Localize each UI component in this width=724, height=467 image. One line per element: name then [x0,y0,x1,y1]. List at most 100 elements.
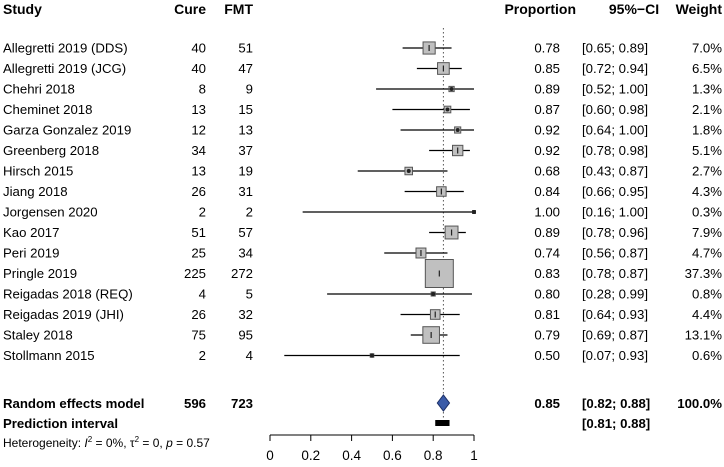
study-weight: 5.1% [692,143,722,158]
study-proportion: 0.87 [534,102,560,117]
heterogeneity-note: Heterogeneity: I2 = 0%, τ2 = 0, p = 0.57 [3,435,210,450]
study-ci: [0.60; 0.98] [582,102,648,117]
study-fmt: 31 [238,184,253,199]
study-name: Jiang 2018 [3,184,68,199]
study-row: Chehri 2018 8 9 0.89 [0.52; 1.00] 1.3% [3,82,722,97]
study-ci: [0.69; 0.87] [582,328,648,343]
point-estimate [445,107,450,112]
study-ci: [0.28; 0.99] [582,287,648,302]
x-tick-label: 1 [470,448,478,463]
header-fmt: FMT [224,1,253,17]
study-ci: [0.43; 0.87] [582,164,648,179]
study-ci: [0.65; 0.89] [582,41,648,56]
study-fmt: 5 [246,287,253,302]
study-name: Allegretti 2019 (DDS) [3,41,128,56]
study-weight: 4.7% [692,246,722,261]
x-tick-label: 0.2 [301,448,320,463]
study-cure: 2 [199,348,206,363]
study-name: Reigadas 2019 (JHI) [3,307,124,322]
study-fmt: 37 [238,143,253,158]
summary-diamond [436,394,451,412]
study-row: Allegretti 2019 (JCG) 40 47 0.85 [0.72; 0.94… [3,61,722,76]
study-fmt: 9 [246,82,253,97]
study-ci: [0.78; 0.96] [582,225,648,240]
study-fmt: 2 [246,205,253,220]
study-weight: 7.0% [692,41,722,56]
study-weight: 2.1% [692,102,722,117]
study-ci: [0.78; 0.98] [582,143,648,158]
study-proportion: 0.92 [534,123,560,138]
study-weight: 4.4% [692,307,722,322]
study-fmt: 34 [238,246,253,261]
summary-cure: 596 [184,396,206,411]
study-fmt: 272 [231,266,253,281]
summary-proportion: 0.85 [534,396,560,411]
study-proportion: 0.89 [534,82,560,97]
point-estimate [472,210,476,214]
prediction-bar [435,420,450,426]
study-weight: 37.3% [685,266,723,281]
summary-fmt: 723 [231,396,253,411]
study-weight: 0.8% [692,287,722,302]
study-row: Jorgensen 2020 2 2 1.00 [0.16; 1.00] 0.3% [3,205,722,220]
study-cure: 2 [199,205,206,220]
study-name: Pringle 2019 [3,266,77,281]
x-axis: 0 0.2 0.4 0.6 0.8 1 [266,434,478,463]
study-ci: [0.56; 0.87] [582,246,648,261]
study-weight: 1.3% [692,82,722,97]
study-proportion: 0.78 [534,41,560,56]
study-fmt: 13 [238,123,253,138]
point-estimate [406,169,411,173]
x-tick-label: 0.8 [424,448,443,463]
plot-area [284,28,476,428]
study-row: Hirsch 2015 13 19 0.68 [0.43; 0.87] 2.7% [3,164,722,179]
study-row: Stollmann 2015 2 4 0.50 [0.07; 0.93] 0.6% [3,348,722,363]
study-name: Stollmann 2015 [3,348,95,363]
study-proportion: 0.84 [534,184,560,199]
header-study: Study [3,1,42,17]
study-cure: 8 [199,82,206,97]
column-headers: Study Cure FMT Proportion 95%−CI Weight [3,1,722,17]
prediction-ci: [0.81; 0.88] [582,416,650,431]
study-name: Staley 2018 [3,328,73,343]
study-weight: 7.9% [692,225,722,240]
study-proportion: 0.80 [534,287,560,302]
summary-weight: 100.0% [677,396,722,411]
study-name: Hirsch 2015 [3,164,73,179]
study-cure: 75 [191,328,206,343]
study-row: Staley 2018 75 95 0.79 [0.69; 0.87] 13.1% [3,328,722,343]
study-cure: 4 [199,287,206,302]
study-weight: 2.7% [692,164,722,179]
study-proportion: 0.89 [534,225,560,240]
study-proportion: 0.85 [534,61,560,76]
study-fmt: 19 [238,164,253,179]
study-ci: [0.72; 0.94] [582,61,648,76]
point-estimate [455,128,460,132]
study-fmt: 32 [238,307,253,322]
study-rows: Allegretti 2019 (DDS) 40 51 0.78 [0.65; 0.89… [3,41,722,364]
point-estimate [449,87,454,91]
study-row: Jiang 2018 26 31 0.84 [0.66; 0.95] 4.3% [3,184,722,199]
study-fmt: 51 [238,41,253,56]
summary-row: Random effects model 596 723 0.85 [0.82;… [3,396,722,411]
point-estimate [370,353,374,358]
study-name: Kao 2017 [3,225,59,240]
study-row: Peri 2019 25 34 0.74 [0.56; 0.87] 4.7% [3,246,722,261]
study-fmt: 57 [238,225,253,240]
study-proportion: 0.68 [534,164,560,179]
study-cure: 13 [191,102,206,117]
study-proportion: 0.74 [534,246,560,261]
study-ci: [0.64; 1.00] [582,123,648,138]
study-fmt: 95 [238,328,253,343]
study-proportion: 0.83 [534,266,560,281]
study-name: Reigadas 2018 (REQ) [3,287,133,302]
study-weight: 4.3% [692,184,722,199]
study-proportion: 1.00 [534,205,560,220]
study-weight: 6.5% [692,61,722,76]
x-tick-label: 0 [266,448,274,463]
header-cure: Cure [174,1,206,17]
study-row: Pringle 2019 225 272 0.83 [0.78; 0.87] 37.3% [3,266,722,281]
study-cure: 40 [191,41,206,56]
header-proportion: Proportion [504,1,576,17]
